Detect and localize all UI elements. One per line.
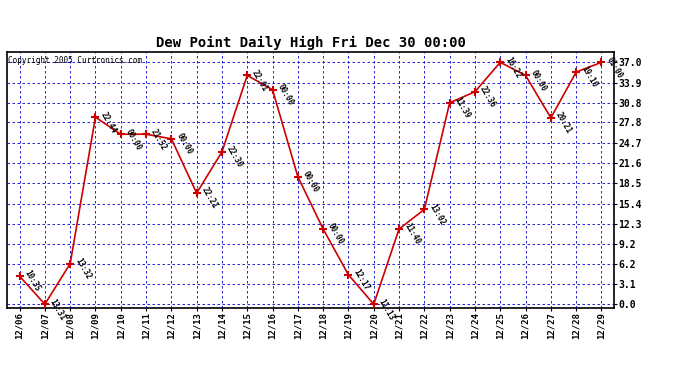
- Text: 00:00: 00:00: [301, 170, 320, 194]
- Text: 10:35: 10:35: [23, 269, 42, 294]
- Text: 13:02: 13:02: [427, 202, 446, 227]
- Text: 22:01: 22:01: [250, 68, 270, 93]
- Text: 13:31: 13:31: [48, 297, 67, 322]
- Title: Dew Point Daily High Fri Dec 30 00:00: Dew Point Daily High Fri Dec 30 00:00: [155, 36, 466, 50]
- Text: 00:00: 00:00: [529, 68, 548, 93]
- Text: 11:13: 11:13: [377, 297, 396, 322]
- Text: 01:00: 01:00: [604, 55, 624, 80]
- Text: Copyright 2005 Curtronics.com: Copyright 2005 Curtronics.com: [8, 56, 142, 65]
- Text: 22:21: 22:21: [199, 186, 219, 210]
- Text: 13:32: 13:32: [73, 256, 92, 281]
- Text: 11:40: 11:40: [402, 222, 422, 246]
- Text: 22:44: 22:44: [99, 110, 118, 135]
- Text: 22:30: 22:30: [225, 145, 244, 169]
- Text: 20:21: 20:21: [554, 111, 573, 135]
- Text: 00:00: 00:00: [326, 222, 346, 246]
- Text: 16:22: 16:22: [503, 55, 522, 80]
- Text: 22:36: 22:36: [478, 85, 497, 109]
- Text: 00:00: 00:00: [275, 82, 295, 107]
- Text: 00:00: 00:00: [124, 127, 143, 152]
- Text: 19:10: 19:10: [579, 65, 598, 90]
- Text: 21:52: 21:52: [149, 127, 168, 152]
- Text: 00:00: 00:00: [175, 132, 194, 156]
- Text: 12:17: 12:17: [351, 268, 371, 292]
- Text: 11:39: 11:39: [453, 96, 472, 120]
